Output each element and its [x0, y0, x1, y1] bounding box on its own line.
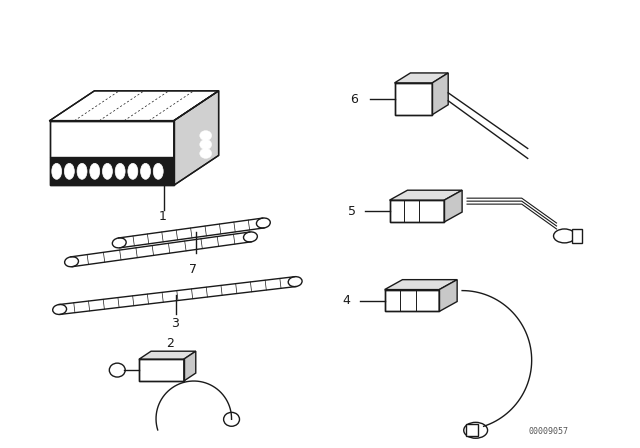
Text: 6: 6 [350, 93, 358, 106]
Ellipse shape [90, 164, 100, 179]
Text: 1: 1 [159, 210, 167, 223]
Ellipse shape [115, 164, 125, 179]
Polygon shape [50, 91, 219, 121]
Text: 3: 3 [171, 317, 179, 330]
Ellipse shape [65, 257, 79, 267]
Bar [139, 359, 184, 381]
Ellipse shape [200, 139, 212, 150]
Bar [466, 424, 477, 436]
Ellipse shape [77, 164, 87, 179]
Polygon shape [394, 73, 448, 83]
Ellipse shape [257, 218, 270, 228]
Ellipse shape [128, 164, 138, 179]
Ellipse shape [141, 164, 150, 179]
Polygon shape [444, 190, 462, 222]
Bar [50, 157, 174, 185]
Bar [50, 121, 174, 157]
Ellipse shape [554, 229, 575, 243]
Ellipse shape [65, 164, 74, 179]
Text: 2: 2 [166, 337, 174, 350]
Bar [390, 200, 444, 222]
Polygon shape [184, 351, 196, 381]
Ellipse shape [109, 363, 125, 377]
Polygon shape [390, 190, 462, 200]
Ellipse shape [102, 164, 113, 179]
Bar [394, 83, 432, 115]
Ellipse shape [223, 412, 239, 426]
Polygon shape [439, 280, 457, 311]
Ellipse shape [464, 422, 488, 438]
Text: 4: 4 [343, 294, 351, 307]
Polygon shape [139, 351, 196, 359]
Text: 00009057: 00009057 [529, 426, 569, 436]
Polygon shape [432, 73, 448, 115]
Ellipse shape [153, 164, 163, 179]
Polygon shape [174, 91, 219, 185]
Ellipse shape [52, 305, 67, 314]
Ellipse shape [243, 232, 257, 242]
Ellipse shape [200, 148, 212, 159]
Text: 7: 7 [189, 263, 197, 276]
Ellipse shape [52, 164, 61, 179]
Polygon shape [385, 280, 457, 289]
Ellipse shape [288, 276, 302, 287]
Ellipse shape [113, 238, 126, 248]
Ellipse shape [200, 130, 212, 141]
Bar [572, 229, 582, 243]
Text: 5: 5 [348, 205, 356, 218]
Bar [385, 289, 439, 311]
